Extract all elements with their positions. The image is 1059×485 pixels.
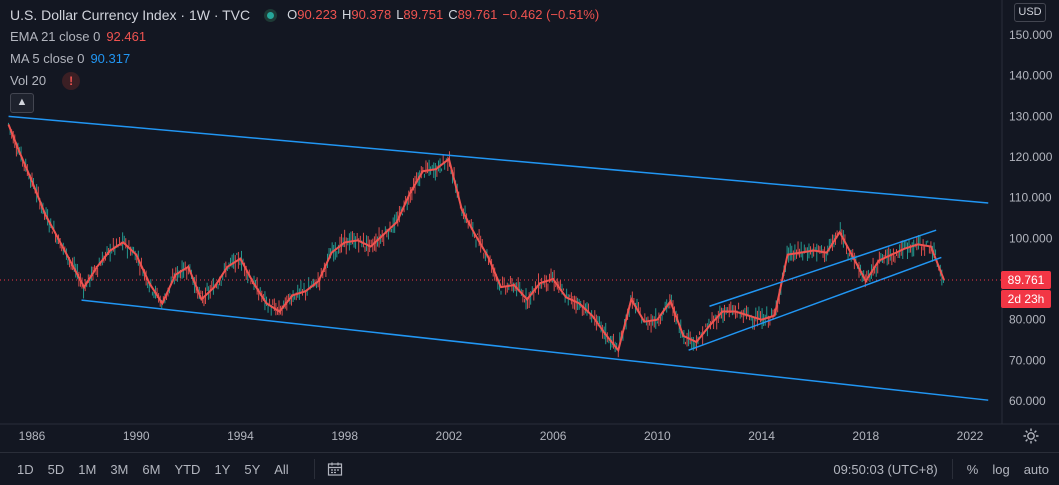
- ohlc-value: 89.761: [457, 7, 498, 22]
- x-tick-label: 2022: [957, 429, 984, 443]
- range-button[interactable]: 5Y: [244, 461, 261, 477]
- trendline[interactable]: [81, 299, 989, 401]
- y-tick-label: 140.000: [1009, 69, 1053, 83]
- ema-line: [7, 124, 945, 353]
- y-tick-label: 100.000: [1009, 231, 1053, 245]
- range-button[interactable]: YTD: [174, 461, 201, 477]
- range-button[interactable]: 1M: [78, 461, 97, 477]
- percent-toggle[interactable]: %: [966, 461, 979, 477]
- ohlc-key: C: [448, 7, 458, 22]
- ohlc-value: 89.751: [403, 7, 444, 22]
- y-tick-label: 120.000: [1009, 150, 1053, 164]
- y-tick-label: 60.000: [1009, 394, 1046, 408]
- range-button[interactable]: 5D: [47, 461, 65, 477]
- x-tick-label: 2018: [852, 429, 879, 443]
- indicator-vol[interactable]: Vol 20 !: [10, 70, 604, 92]
- range-button[interactable]: 1Y: [214, 461, 231, 477]
- range-button[interactable]: 6M: [142, 461, 161, 477]
- bar-countdown-label: 2d 23h: [1001, 289, 1051, 308]
- calendar-range-icon[interactable]: [313, 459, 343, 479]
- ohlc-values: O90.223 H90.378 L89.751 C89.761: [287, 4, 502, 26]
- range-button[interactable]: All: [274, 461, 289, 477]
- y-tick-label: 130.000: [1009, 109, 1053, 123]
- collapse-row: ▲: [10, 92, 604, 114]
- x-tick-label: 2014: [748, 429, 775, 443]
- chevron-up-icon[interactable]: ▲: [10, 93, 34, 113]
- market-status-icon: [264, 8, 278, 22]
- ohlc-key: H: [342, 7, 352, 22]
- indicator-value: 92.461: [106, 29, 147, 44]
- error-icon[interactable]: !: [62, 72, 81, 90]
- x-tick-label: 1986: [19, 429, 46, 443]
- y-tick-label: 150.000: [1009, 28, 1053, 42]
- bottom-right-tools: 09:50:03 (UTC+8) % log auto: [819, 459, 1049, 479]
- x-tick-label: 1994: [227, 429, 254, 443]
- ohlc-value: 90.378: [351, 7, 392, 22]
- range-button[interactable]: 3M: [110, 461, 129, 477]
- indicator-value: 90.317: [90, 51, 131, 66]
- ohlc-key: L: [396, 7, 404, 22]
- indicator-name: EMA 21 close 0: [10, 29, 101, 44]
- trendline[interactable]: [8, 115, 989, 204]
- x-tick-label: 2010: [644, 429, 671, 443]
- log-toggle[interactable]: log: [992, 461, 1010, 477]
- x-tick-label: 2006: [540, 429, 567, 443]
- y-tick-label: 110.000: [1009, 191, 1052, 205]
- symbol-row: U.S. Dollar Currency Index · 1W · TVC O9…: [10, 4, 604, 26]
- price-chart[interactable]: 60.00070.00080.00090.000100.000110.00012…: [0, 0, 1059, 452]
- trendline[interactable]: [709, 229, 937, 307]
- y-tick-label: 80.000: [1009, 313, 1046, 327]
- clock-label[interactable]: 09:50:03 (UTC+8): [833, 461, 938, 477]
- x-tick-label: 2002: [436, 429, 463, 443]
- change-value: −0.462 (−0.51%): [502, 7, 600, 22]
- auto-toggle[interactable]: auto: [1023, 461, 1049, 477]
- range-button[interactable]: 1D: [17, 461, 34, 477]
- x-tick-label: 1998: [331, 429, 358, 443]
- ohlc-value: 90.223: [297, 7, 338, 22]
- currency-button[interactable]: USD: [1014, 3, 1046, 22]
- indicator-ema[interactable]: EMA 21 close 0 92.461: [10, 26, 604, 48]
- indicator-name: MA 5 close 0: [10, 51, 85, 66]
- last-price-label: 89.761: [1001, 270, 1051, 289]
- ohlc-key: O: [287, 7, 298, 22]
- range-buttons: 1D 5D 1M 3M 6M YTD 1Y 5Y All: [10, 462, 296, 477]
- indicator-ma[interactable]: MA 5 close 0 90.317: [10, 48, 604, 70]
- indicator-name: Vol 20: [10, 73, 47, 88]
- chart-legend: U.S. Dollar Currency Index · 1W · TVC O9…: [10, 4, 604, 114]
- trendline[interactable]: [688, 256, 942, 351]
- bottom-toolbar: 1D 5D 1M 3M 6M YTD 1Y 5Y All 09:50:03 (UTC+8) % …: [0, 452, 1059, 485]
- gear-icon[interactable]: [1022, 427, 1040, 445]
- divider: [951, 459, 953, 479]
- symbol-title[interactable]: U.S. Dollar Currency Index · 1W · TVC: [10, 7, 251, 23]
- y-tick-label: 70.000: [1009, 353, 1046, 367]
- x-tick-label: 1990: [123, 429, 150, 443]
